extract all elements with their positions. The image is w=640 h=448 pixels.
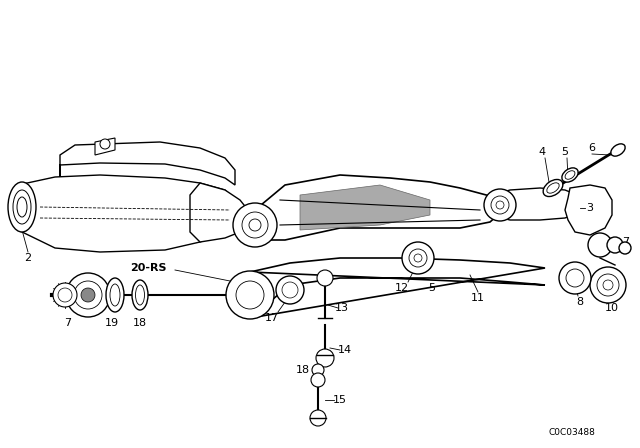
Text: 20-RS: 20-RS xyxy=(130,263,166,273)
Circle shape xyxy=(484,189,516,221)
Circle shape xyxy=(317,270,333,286)
Circle shape xyxy=(282,282,298,298)
Circle shape xyxy=(242,212,268,238)
Text: 14: 14 xyxy=(338,345,352,355)
Circle shape xyxy=(597,274,619,296)
Circle shape xyxy=(491,196,509,214)
Circle shape xyxy=(311,373,325,387)
Ellipse shape xyxy=(132,280,148,310)
Polygon shape xyxy=(60,142,235,185)
Circle shape xyxy=(233,203,277,247)
Text: 19: 19 xyxy=(105,318,119,328)
Circle shape xyxy=(316,349,334,367)
Text: 3: 3 xyxy=(586,203,593,213)
Text: 15: 15 xyxy=(333,395,347,405)
Circle shape xyxy=(100,139,110,149)
Ellipse shape xyxy=(106,278,124,312)
Ellipse shape xyxy=(565,171,575,179)
Circle shape xyxy=(496,201,504,209)
Circle shape xyxy=(276,276,304,304)
Polygon shape xyxy=(190,183,248,242)
Circle shape xyxy=(226,271,274,319)
Circle shape xyxy=(414,254,422,262)
Polygon shape xyxy=(300,185,430,230)
Circle shape xyxy=(402,242,434,274)
Text: 18: 18 xyxy=(133,318,147,328)
Circle shape xyxy=(53,283,77,307)
Ellipse shape xyxy=(110,284,120,306)
Text: 13: 13 xyxy=(335,303,349,313)
Circle shape xyxy=(310,410,326,426)
Circle shape xyxy=(249,219,261,231)
Polygon shape xyxy=(565,185,612,235)
Circle shape xyxy=(312,364,324,376)
Circle shape xyxy=(74,281,102,309)
Circle shape xyxy=(66,273,110,317)
Ellipse shape xyxy=(136,285,145,305)
Circle shape xyxy=(236,281,264,309)
Polygon shape xyxy=(255,175,500,240)
Circle shape xyxy=(607,237,623,253)
Text: 8: 8 xyxy=(609,237,616,247)
Text: 4: 4 xyxy=(538,147,545,157)
Ellipse shape xyxy=(17,197,27,217)
Circle shape xyxy=(81,288,95,302)
Text: 6: 6 xyxy=(589,143,595,153)
Circle shape xyxy=(409,249,427,267)
Text: 10: 10 xyxy=(605,303,619,313)
Circle shape xyxy=(603,280,613,290)
Text: 17: 17 xyxy=(265,313,279,323)
Text: 18: 18 xyxy=(296,365,310,375)
Circle shape xyxy=(559,262,591,294)
Ellipse shape xyxy=(562,168,578,182)
Text: 12: 12 xyxy=(395,283,409,293)
Polygon shape xyxy=(250,258,545,318)
Ellipse shape xyxy=(611,144,625,156)
Ellipse shape xyxy=(543,180,563,197)
Text: 7: 7 xyxy=(623,237,630,247)
Polygon shape xyxy=(490,188,580,220)
Text: 5: 5 xyxy=(429,283,435,293)
Circle shape xyxy=(590,267,626,303)
Text: C0C03488: C0C03488 xyxy=(548,427,595,436)
Circle shape xyxy=(619,242,631,254)
Text: 7: 7 xyxy=(65,318,72,328)
Ellipse shape xyxy=(8,182,36,232)
Circle shape xyxy=(588,233,612,257)
Text: 11: 11 xyxy=(471,293,485,303)
Ellipse shape xyxy=(547,183,559,193)
Text: 5: 5 xyxy=(561,147,568,157)
Ellipse shape xyxy=(13,190,31,224)
Text: 2: 2 xyxy=(24,253,31,263)
Text: 8: 8 xyxy=(577,297,584,307)
Circle shape xyxy=(566,269,584,287)
Polygon shape xyxy=(18,175,235,252)
Text: 9: 9 xyxy=(595,237,602,247)
Circle shape xyxy=(58,288,72,302)
Polygon shape xyxy=(95,138,115,155)
